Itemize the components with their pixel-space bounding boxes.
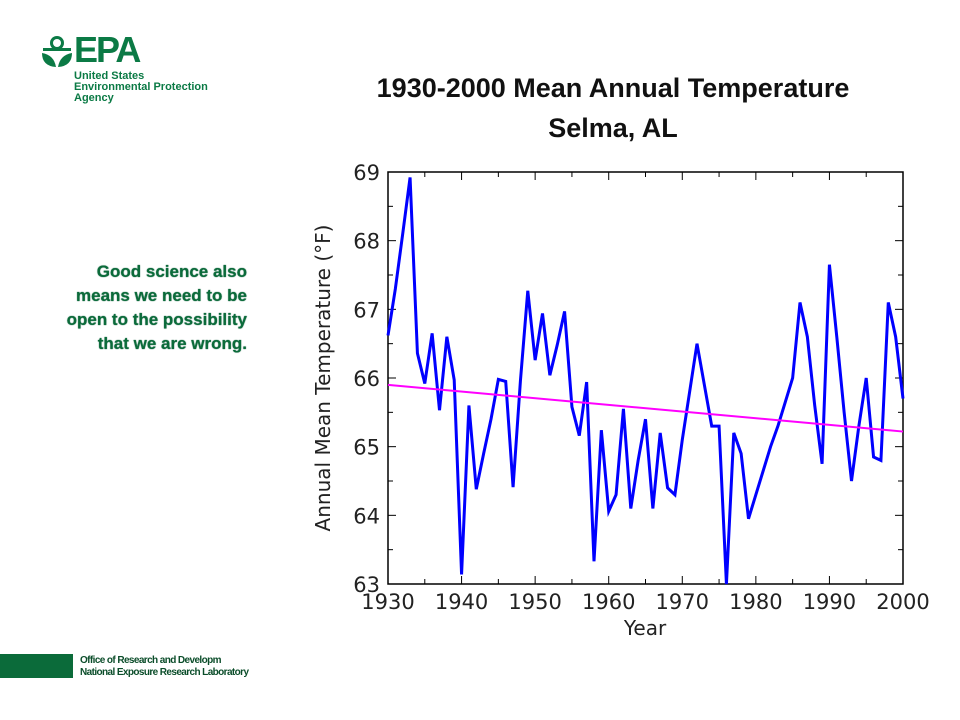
- epa-logo: EPA United States Environmental Protecti…: [40, 29, 230, 108]
- x-tick-label: 1970: [656, 590, 709, 614]
- x-axis-label: Year: [623, 616, 667, 640]
- x-tick-label: 1980: [729, 590, 782, 614]
- footer-line1: Office of Research and Developm: [80, 655, 222, 666]
- title-line2: Selma, AL: [548, 113, 678, 143]
- epa-flower-icon: [42, 36, 72, 67]
- footer-bar: [0, 654, 73, 678]
- y-tick-label: 69: [353, 161, 380, 185]
- y-tick-label: 66: [353, 367, 380, 391]
- y-tick-label: 63: [353, 573, 380, 597]
- side-note: Good science also means we need to be op…: [66, 262, 247, 353]
- x-tick-label: 1950: [508, 590, 561, 614]
- x-tick-label: 1960: [582, 590, 635, 614]
- y-tick-label: 65: [353, 436, 380, 460]
- x-tick-label: 1930: [361, 590, 414, 614]
- logo-line1: United States: [74, 70, 145, 82]
- x-tick-label: 2000: [876, 590, 929, 614]
- trend-line: [387, 383, 904, 433]
- logo-line3: Agency: [74, 92, 114, 104]
- x-tick-label: 1940: [435, 590, 488, 614]
- epa-wordmark: EPA: [74, 29, 141, 70]
- footer-line2: National Exposure Research Laboratory: [80, 667, 249, 678]
- y-tick-label: 68: [353, 230, 380, 254]
- y-tick-label: 67: [353, 298, 380, 322]
- title-line1: 1930-2000 Mean Annual Temperature: [376, 73, 850, 103]
- slide-title: 1930-2000 Mean Annual Temperature Selma,…: [300, 68, 926, 148]
- y-axis-label: Annual Mean Temperature (°F): [311, 225, 335, 532]
- temperature-line: [386, 177, 905, 585]
- x-tick-label: 1990: [803, 590, 856, 614]
- y-tick-label: 64: [353, 504, 380, 528]
- logo-line2: Environmental Protection: [74, 81, 208, 93]
